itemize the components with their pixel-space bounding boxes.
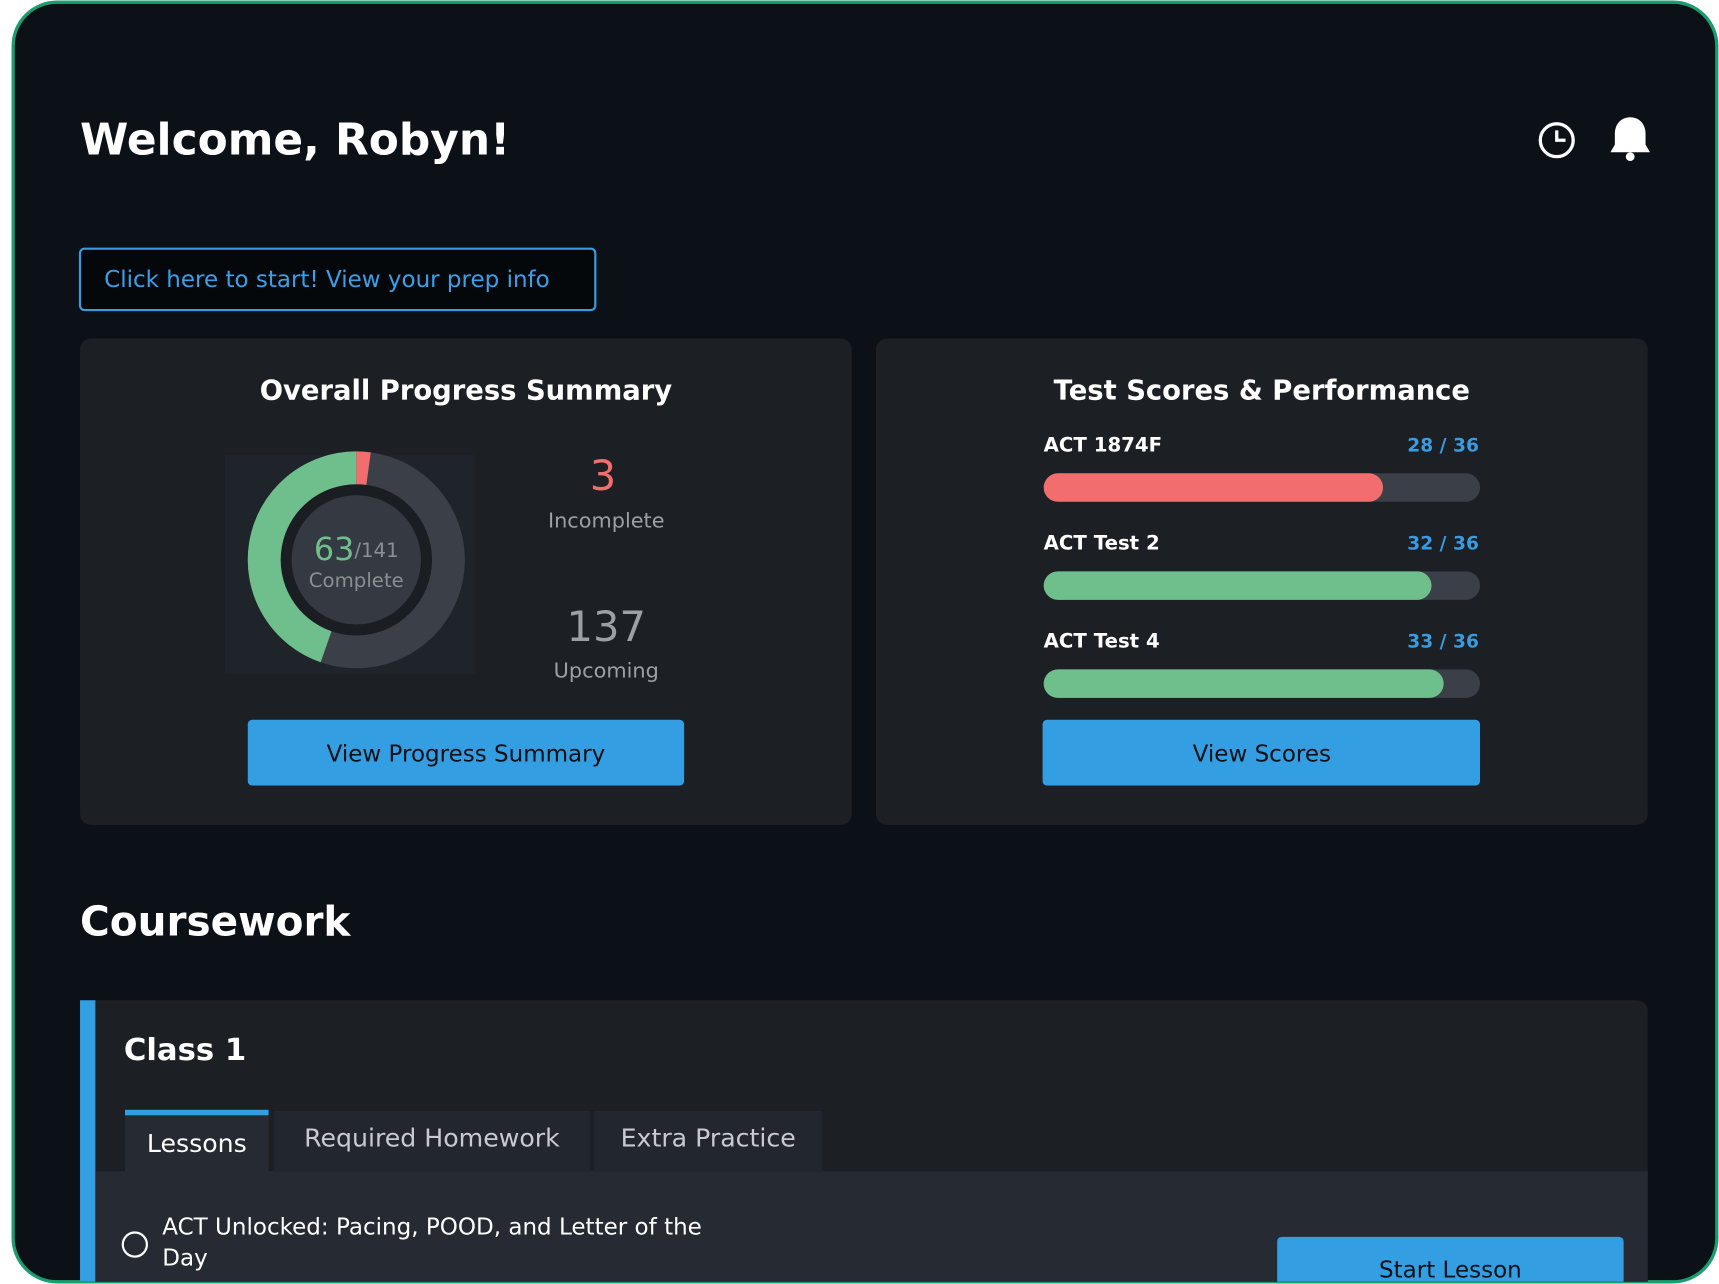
prep-link-box[interactable] [78,247,597,312]
test-name: ACT Test 2 [1044,531,1160,554]
test-score: 28 / 36 [1407,435,1479,456]
score-bar [1043,473,1384,502]
upcoming-label: Upcoming [554,659,659,683]
lesson-button-label[interactable]: Start Lesson [1379,1257,1522,1283]
complete-arc [247,451,357,663]
lesson-radio[interactable] [121,1231,149,1258]
scores-button-label[interactable]: View Scores [1193,741,1331,767]
score-bar [1043,571,1432,600]
total-value: /141 [354,539,398,562]
test-name: ACT Test 4 [1044,630,1160,653]
scores-button[interactable] [1042,719,1481,786]
complete-value: 63 [314,532,354,568]
upcoming-value: 137 [567,602,646,651]
tab-label[interactable]: Extra Practice [621,1123,796,1152]
complete-label: Complete [309,569,404,592]
tabs: Lessons Required Homework Extra Practice [124,1109,823,1173]
incomplete-value: 3 [590,451,616,500]
notification-icon[interactable] [1610,117,1650,162]
card-title: Test Scores & Performance [1054,376,1470,407]
test-score: 33 / 36 [1407,632,1479,653]
lesson-wrap: ACT Unlocked: Pacing, POOD, and Letter o… [162,1213,702,1271]
card-title: Overall Progress Summary [260,376,672,407]
tab-label[interactable]: Lessons [147,1129,247,1158]
content: Welcome, Robyn! Click here to start! Vie… [78,114,1650,1284]
test-name: ACT 1874F [1044,433,1162,456]
tab[interactable] [594,1110,823,1173]
class-accent [80,1000,96,1282]
tab-label[interactable]: Required Homework [304,1123,560,1152]
tab-indicator [124,1109,269,1116]
test-score: 32 / 36 [1407,533,1479,554]
lesson-button[interactable] [1277,1236,1624,1284]
prep-link[interactable]: Click here to start! View your prep info [104,267,550,293]
score-list: ACT 1874F 28 / 36 ACT Test 2 32 / 36 ACT Tes… [1043,433,1481,698]
lesson-title: ACT Unlocked: Pacing, POOD, and Letter o… [162,1213,702,1271]
history-icon[interactable] [1538,122,1575,159]
complete-count: 63/141 [314,532,399,568]
incomplete-arc [356,451,371,485]
donut [247,451,371,663]
class-title: Class 1 [124,1033,246,1068]
coursework-title: Coursework [80,898,351,946]
score-bar [1043,669,1444,698]
incomplete-label: Incomplete [548,508,665,532]
progress-button[interactable] [247,719,685,786]
welcome-title: Welcome, Robyn! [80,114,510,165]
tab[interactable] [274,1110,590,1173]
tab[interactable] [124,1110,269,1173]
donut-center [280,484,432,636]
progress-button-label[interactable]: View Progress Summary [327,741,606,767]
